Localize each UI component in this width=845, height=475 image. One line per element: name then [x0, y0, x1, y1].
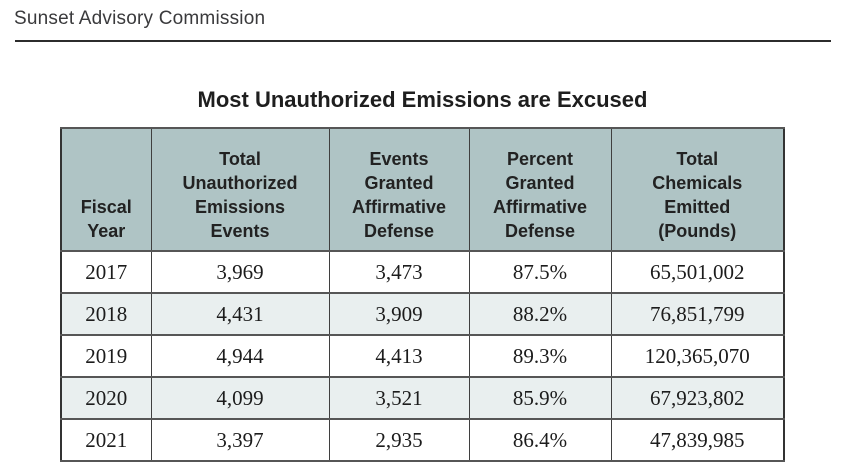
- emissions-table: Fiscal Year Total Unauthorized Emissions…: [60, 127, 785, 462]
- col-header-percent-granted-affirmative-defense: Percent Granted Affirmative Defense: [468, 127, 612, 252]
- cell-fiscal-year: 2018: [60, 292, 152, 336]
- cell-fiscal-year: 2021: [60, 418, 152, 462]
- cell-events-granted: 2,935: [328, 418, 470, 462]
- table-row-2019: 2019 4,944 4,413 89.3% 120,365,070: [60, 334, 785, 378]
- cell-events-granted: 3,909: [328, 292, 470, 336]
- cell-fiscal-year: 2020: [60, 376, 152, 420]
- cell-events-granted: 4,413: [328, 334, 470, 378]
- cell-chemicals-emitted: 120,365,070: [610, 334, 785, 378]
- cell-chemicals-emitted: 65,501,002: [610, 250, 785, 294]
- cell-percent-granted: 89.3%: [468, 334, 612, 378]
- page-title: Most Unauthorized Emissions are Excused: [197, 87, 648, 112]
- table-row-2021: 2021 3,397 2,935 86.4% 47,839,985: [60, 418, 785, 462]
- col-header-total-unauthorized-emissions-events: Total Unauthorized Emissions Events: [150, 127, 330, 252]
- table-row-2017: 2017 3,969 3,473 87.5% 65,501,002: [60, 250, 785, 294]
- cell-percent-granted: 87.5%: [468, 250, 612, 294]
- cell-total-events: 3,397: [150, 418, 330, 462]
- header-divider: [15, 40, 831, 42]
- col-header-fiscal-year: Fiscal Year: [60, 127, 152, 252]
- cell-events-granted: 3,473: [328, 250, 470, 294]
- cell-total-events: 4,431: [150, 292, 330, 336]
- cell-total-events: 3,969: [150, 250, 330, 294]
- cell-total-events: 4,944: [150, 334, 330, 378]
- cell-chemicals-emitted: 76,851,799: [610, 292, 785, 336]
- col-header-events-granted-affirmative-defense: Events Granted Affirmative Defense: [328, 127, 470, 252]
- table-header-row: Fiscal Year Total Unauthorized Emissions…: [60, 127, 785, 252]
- cell-total-events: 4,099: [150, 376, 330, 420]
- table-row-2018: 2018 4,431 3,909 88.2% 76,851,799: [60, 292, 785, 336]
- cell-chemicals-emitted: 47,839,985: [610, 418, 785, 462]
- cell-percent-granted: 85.9%: [468, 376, 612, 420]
- cell-fiscal-year: 2019: [60, 334, 152, 378]
- cell-chemicals-emitted: 67,923,802: [610, 376, 785, 420]
- cell-percent-granted: 86.4%: [468, 418, 612, 462]
- cell-events-granted: 3,521: [328, 376, 470, 420]
- col-header-total-chemicals-emitted: Total Chemicals Emitted (Pounds): [610, 127, 785, 252]
- table-row-2020: 2020 4,099 3,521 85.9% 67,923,802: [60, 376, 785, 420]
- cell-percent-granted: 88.2%: [468, 292, 612, 336]
- document-header: Sunset Advisory Commission: [14, 8, 266, 29]
- cell-fiscal-year: 2017: [60, 250, 152, 294]
